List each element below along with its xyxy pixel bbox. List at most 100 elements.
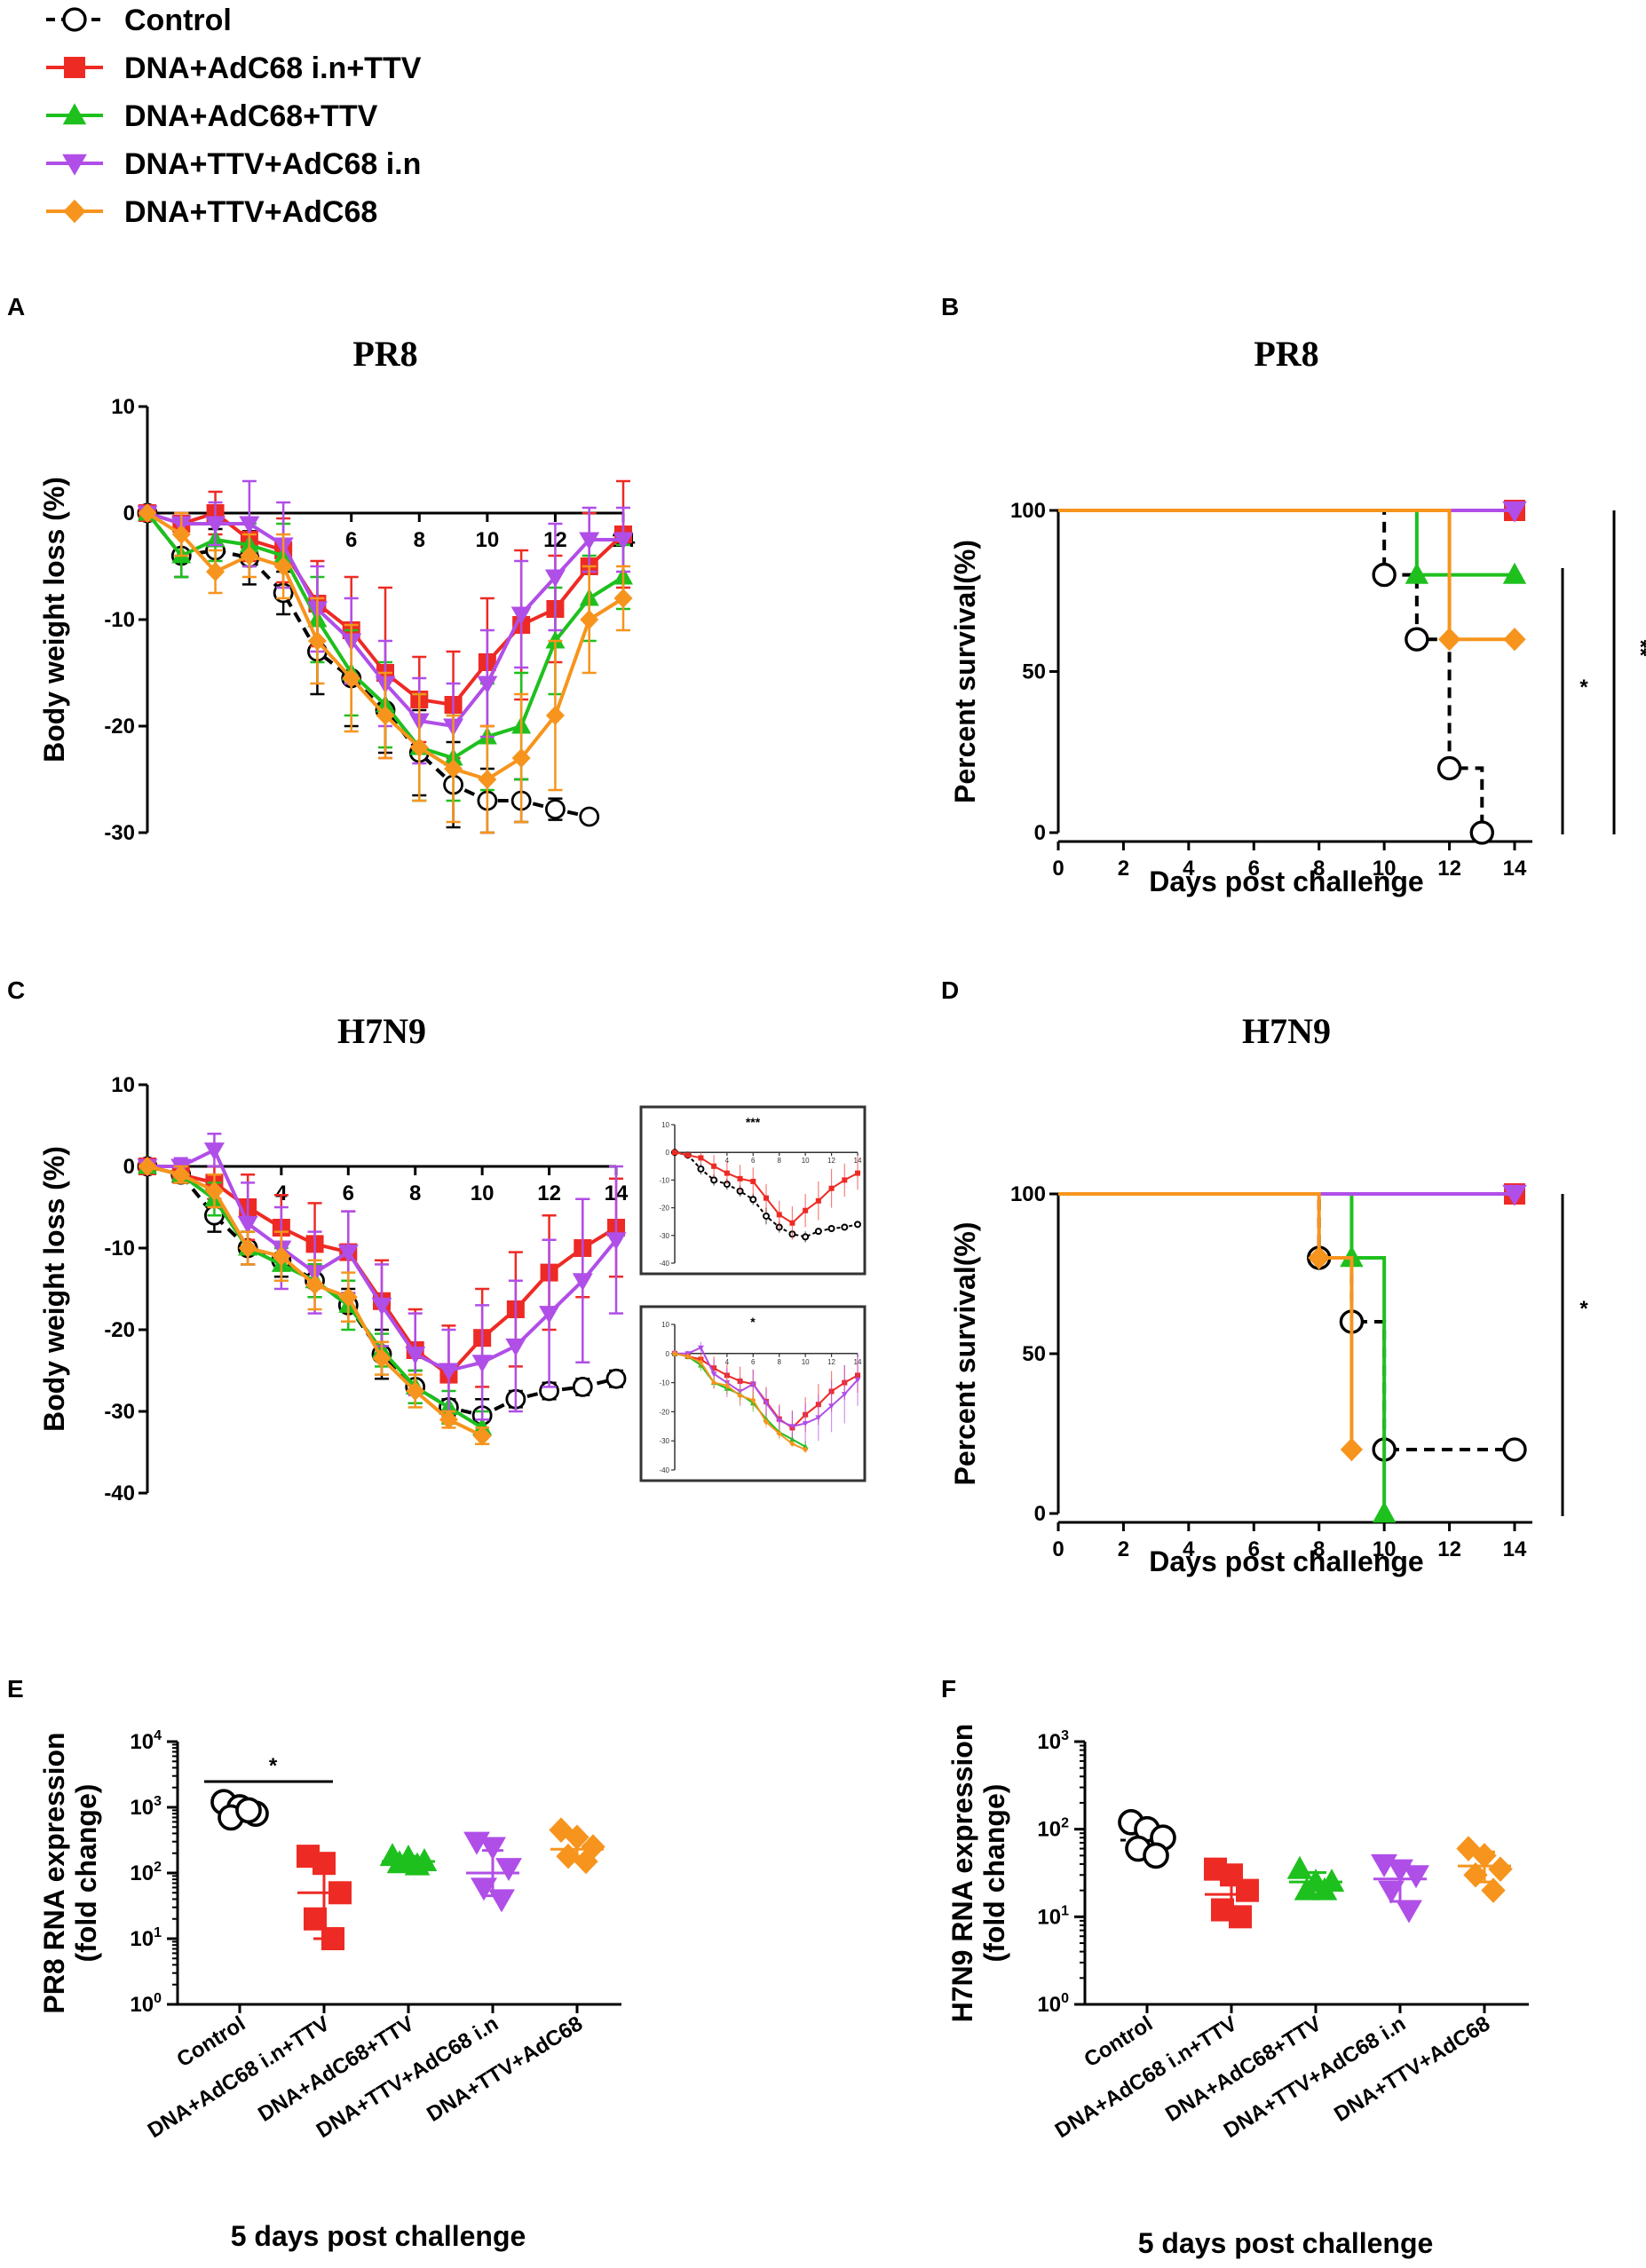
- data-point: [138, 503, 157, 523]
- inset-data-point: [710, 1379, 717, 1386]
- data-point: [171, 1165, 191, 1185]
- data-point: [1229, 1905, 1252, 1929]
- inset-data-point: [776, 1430, 782, 1437]
- legend-item-dna-adc68-ttv: DNA+AdC68+TTV: [46, 99, 378, 133]
- data-point: [203, 1142, 225, 1161]
- data-point: [477, 676, 498, 694]
- y-tick-label: -10: [104, 608, 135, 632]
- data-point: [1405, 562, 1429, 584]
- data-point: [1502, 562, 1527, 584]
- data-point: [1396, 1900, 1422, 1924]
- x-tick-label: 12: [1437, 857, 1461, 881]
- y-tick-label: -30: [104, 821, 135, 845]
- panel-letter-e: E: [7, 1675, 24, 1703]
- inset-y-tick-label: -30: [659, 1437, 669, 1445]
- y-tick-label: -30: [104, 1400, 135, 1424]
- y-tick-label: 100: [1010, 1182, 1046, 1206]
- group-dna-adc68-i-n-ttv: DNA+AdC68 i.n+TTV: [1051, 1857, 1259, 2143]
- series-line: [1058, 509, 1515, 642]
- inset-data-point: [749, 1196, 757, 1204]
- inset-data-point: [815, 1415, 822, 1421]
- data-point: [472, 1426, 492, 1446]
- inset-data-point: [710, 1371, 717, 1378]
- data-point: [511, 748, 531, 768]
- inset-data-point: [854, 1377, 861, 1383]
- series-line: [1058, 1192, 1387, 1513]
- chart-title: H7N9: [337, 1011, 426, 1051]
- x-tick-label: 12: [537, 1181, 561, 1205]
- inset-data-point: [842, 1177, 848, 1183]
- x-axis-label: Days post challenge: [1149, 1545, 1423, 1577]
- chart-title: H7N9: [1242, 1011, 1331, 1051]
- group-dna-ttv-adc68-i-n: DNA+TTV+AdC68 i.n: [313, 1831, 522, 2143]
- data-point: [488, 1889, 515, 1913]
- y-tick-label: -10: [104, 1237, 135, 1260]
- panel-letter-a: A: [7, 293, 25, 320]
- y-tick-label: 100: [130, 1991, 162, 2017]
- data-point: [138, 1157, 157, 1176]
- data-point: [605, 1368, 627, 1389]
- data-point: [1456, 1836, 1481, 1861]
- inset-x-tick-label: 6: [751, 1358, 756, 1366]
- y-tick-label: 103: [130, 1794, 162, 1820]
- data-point: [580, 610, 599, 629]
- data-point: [565, 1824, 590, 1851]
- x-tick-label: 6: [345, 528, 357, 552]
- data-point: [240, 546, 259, 565]
- x-tick-label: 14: [1503, 1537, 1527, 1561]
- legend-marker-icon: [62, 103, 87, 125]
- series-dna-ttv-adc68: [138, 503, 633, 834]
- inset-data-point: [671, 1350, 678, 1357]
- inset-data-point: [697, 1165, 705, 1173]
- y-axis-label: Body weight loss (%): [38, 1146, 70, 1432]
- data-point: [613, 532, 634, 550]
- data-point: [386, 1850, 413, 1874]
- data-point: [439, 1410, 458, 1430]
- data-point: [1311, 1877, 1338, 1901]
- inset-data-point: [749, 1381, 756, 1387]
- significance-star: *: [1579, 1297, 1588, 1321]
- data-point: [235, 1797, 262, 1824]
- data-point: [1378, 1880, 1405, 1904]
- data-point: [1294, 1877, 1320, 1901]
- data-point: [372, 1348, 392, 1369]
- inset-data-point: [764, 1195, 769, 1201]
- series-line: [1058, 509, 1515, 577]
- data-point: [272, 1246, 291, 1267]
- data-point: [376, 706, 395, 725]
- inset-y-tick-label: -10: [659, 1379, 669, 1387]
- inset-data-point: [815, 1197, 821, 1204]
- data-point: [305, 1275, 325, 1295]
- inset-data-point: [802, 1420, 809, 1426]
- inset-data-point: [828, 1185, 835, 1191]
- inset-data-point: [737, 1393, 743, 1399]
- inset-y-tick-label: 0: [666, 1149, 670, 1157]
- data-point: [273, 557, 293, 576]
- y-tick-label: 50: [1022, 1342, 1046, 1366]
- x-tick-label: 10: [471, 1181, 495, 1205]
- data-point: [321, 1927, 344, 1950]
- inset-data-point: [697, 1345, 704, 1351]
- inset-data-point: [841, 1223, 849, 1231]
- chart-title: PR8: [352, 334, 417, 374]
- group-control: Control: [173, 1789, 269, 2072]
- data-point: [1481, 1877, 1506, 1903]
- y-axis-label-line2: (fold change): [978, 1784, 1010, 1963]
- inset-data-point: [763, 1212, 770, 1220]
- data-point: [239, 516, 260, 534]
- category-label: DNA+TTV+AdC68: [1330, 2011, 1494, 2127]
- inset-y-tick-label: -10: [659, 1176, 669, 1184]
- data-point: [371, 1297, 392, 1316]
- data-point: [510, 606, 532, 625]
- inset-data-point: [698, 1359, 704, 1365]
- inset-data-point: [802, 1233, 810, 1241]
- x-axis-label: Days post challenge: [1149, 865, 1423, 897]
- data-point: [1502, 1184, 1527, 1206]
- y-tick-label: 103: [1037, 1728, 1069, 1754]
- inset-y-tick-label: -30: [659, 1232, 669, 1240]
- significance-star: *: [1579, 676, 1588, 699]
- y-tick-label: -20: [104, 715, 135, 739]
